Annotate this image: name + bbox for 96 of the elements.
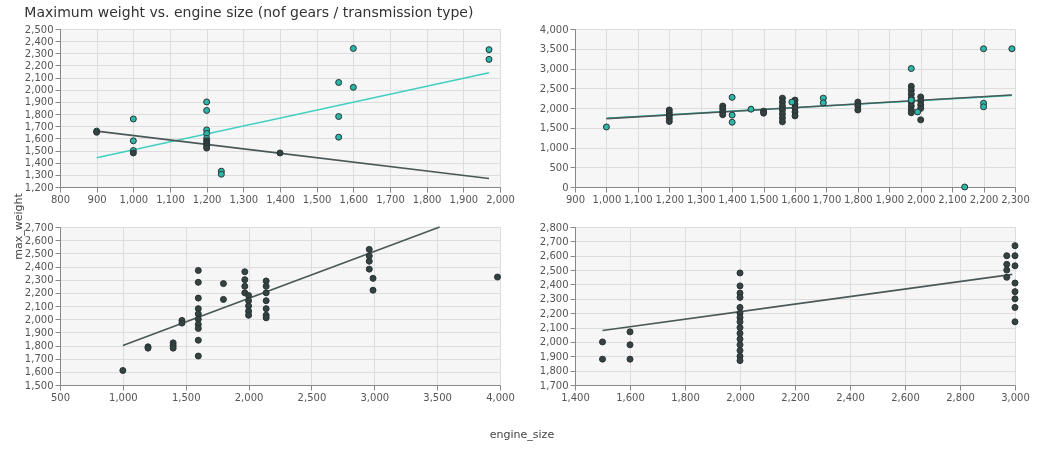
x-tick-label: 1,600 bbox=[781, 193, 810, 205]
x-tick-label: 2,600 bbox=[891, 391, 920, 403]
y-tick-label: 1,700 bbox=[539, 379, 569, 391]
x-tick-label: 2,000 bbox=[906, 193, 936, 205]
x-tick-label: 1,400 bbox=[718, 193, 747, 205]
y-tick-label: 1,800 bbox=[539, 365, 569, 377]
x-tick-label: 4,000 bbox=[486, 391, 515, 403]
y-tick-label: 1,400 bbox=[24, 157, 54, 169]
x-tick-label: 1,900 bbox=[449, 193, 479, 205]
y-tick-label: 500 bbox=[549, 161, 569, 173]
x-tick-label: 1,500 bbox=[302, 193, 332, 205]
x-tick-label: 1,300 bbox=[229, 193, 259, 205]
x-tick-label: 1,500 bbox=[749, 193, 779, 205]
x-tick-label: 1,900 bbox=[875, 193, 905, 205]
x-tick-label: 2,000 bbox=[234, 391, 264, 403]
y-tick-label: 1,900 bbox=[24, 96, 54, 108]
y-tick-label: 2,000 bbox=[24, 84, 54, 96]
y-tick-label: 2,700 bbox=[539, 235, 569, 247]
x-tick-label: 900 bbox=[565, 193, 586, 205]
y-tick-label: 2,400 bbox=[539, 278, 569, 290]
y-tick-label: 2,500 bbox=[539, 264, 569, 276]
x-tick-label: 1,200 bbox=[192, 193, 222, 205]
y-tick-label: 2,000 bbox=[539, 336, 569, 348]
x-tick-label: 2,000 bbox=[726, 391, 755, 403]
y-tick-label: 2,700 bbox=[24, 221, 54, 233]
x-tick-label: 1,600 bbox=[339, 193, 369, 205]
y-tick-label: 3,000 bbox=[539, 63, 569, 74]
x-tick-label: 2,200 bbox=[969, 193, 999, 205]
x-tick-label: 1,800 bbox=[671, 391, 700, 403]
y-tick-label: 2,400 bbox=[24, 35, 54, 47]
y-tick-label: 1,300 bbox=[24, 169, 54, 181]
x-tick-label: 1,100 bbox=[156, 193, 185, 205]
y-tick-label: 1,500 bbox=[24, 379, 54, 391]
x-tick-label: 1,300 bbox=[686, 193, 716, 205]
y-tick-label: 2,100 bbox=[539, 322, 569, 334]
y-tick-label: 1,600 bbox=[24, 132, 54, 144]
x-tick-label: 2,800 bbox=[946, 391, 975, 403]
y-tick-label: 1,900 bbox=[24, 326, 54, 338]
y-tick-label: 2,000 bbox=[24, 313, 54, 325]
y-tick-label: 2,200 bbox=[24, 287, 54, 299]
y-tick-label: 0 bbox=[562, 181, 569, 193]
y-tick-label: 1,500 bbox=[539, 122, 569, 134]
x-tick-label: 1,600 bbox=[616, 391, 645, 403]
y-tick-label: 2,100 bbox=[24, 72, 54, 84]
x-tick-label: 500 bbox=[50, 391, 71, 403]
y-axis-title: max_weight bbox=[11, 192, 25, 262]
x-tick-label: 2,400 bbox=[836, 391, 865, 403]
x-tick-label: 1,700 bbox=[812, 193, 842, 205]
y-tick-label: 1,900 bbox=[539, 350, 569, 362]
y-tick-label: 2,800 bbox=[539, 221, 569, 233]
y-tick-label: 1,200 bbox=[24, 181, 54, 193]
y-tick-label: 2,500 bbox=[24, 247, 54, 259]
y-tick-label: 1,600 bbox=[24, 366, 54, 378]
x-tick-label: 3,500 bbox=[423, 391, 452, 403]
y-tick-label: 1,800 bbox=[24, 108, 54, 120]
x-axis-title: engine_size bbox=[488, 428, 556, 441]
x-tick-label: 1,800 bbox=[412, 193, 442, 205]
y-tick-label: 1,700 bbox=[24, 353, 54, 365]
x-tick-label: 1,400 bbox=[561, 391, 590, 403]
y-tick-label: 2,600 bbox=[24, 234, 54, 246]
x-tick-label: 1,000 bbox=[119, 193, 149, 205]
y-tick-label: 2,000 bbox=[539, 102, 569, 114]
y-tick-label: 2,200 bbox=[24, 59, 54, 71]
y-tick-label: 1,500 bbox=[24, 145, 54, 157]
y-tick-label: 4,000 bbox=[539, 23, 569, 35]
x-tick-label: 2,200 bbox=[781, 391, 810, 403]
x-tick-label: 3,000 bbox=[360, 391, 390, 403]
y-tick-label: 1,700 bbox=[24, 120, 54, 132]
y-tick-label: 1,000 bbox=[539, 142, 569, 153]
x-tick-label: 1,000 bbox=[109, 391, 138, 403]
x-tick-label: 2,100 bbox=[938, 193, 967, 205]
y-tick-label: 1,800 bbox=[24, 340, 54, 351]
x-tick-label: 2,300 bbox=[1001, 193, 1030, 205]
y-tick-label: 2,500 bbox=[539, 82, 569, 94]
y-tick-label: 2,400 bbox=[24, 261, 54, 272]
x-tick-label: 1,800 bbox=[844, 193, 873, 205]
x-tick-label: 1,100 bbox=[624, 193, 653, 205]
x-tick-label: 3,000 bbox=[1001, 391, 1030, 403]
x-tick-label: 2,000 bbox=[486, 193, 515, 205]
y-tick-label: 2,300 bbox=[24, 47, 54, 59]
x-tick-label: 1,000 bbox=[592, 193, 622, 205]
y-tick-label: 2,200 bbox=[539, 307, 569, 319]
x-tick-label: 800 bbox=[50, 193, 71, 205]
x-tick-label: 1,400 bbox=[266, 193, 295, 205]
y-tick-label: 2,600 bbox=[539, 250, 569, 262]
x-tick-label: 1,200 bbox=[655, 193, 685, 205]
y-tick-label: 3,500 bbox=[539, 43, 569, 55]
x-tick-label: 2,500 bbox=[297, 391, 327, 403]
x-tick-label: 900 bbox=[87, 193, 107, 205]
y-tick-label: 2,300 bbox=[539, 293, 569, 305]
x-tick-label: 1,700 bbox=[376, 193, 405, 205]
chart-title: Maximum weight vs. engine size (nof gears / transmission type) bbox=[24, 4, 474, 20]
y-tick-label: 2,300 bbox=[24, 274, 54, 286]
y-tick-label: 2,500 bbox=[24, 23, 54, 35]
x-tick-label: 1,500 bbox=[171, 391, 201, 403]
y-tick-label: 2,100 bbox=[24, 300, 54, 312]
